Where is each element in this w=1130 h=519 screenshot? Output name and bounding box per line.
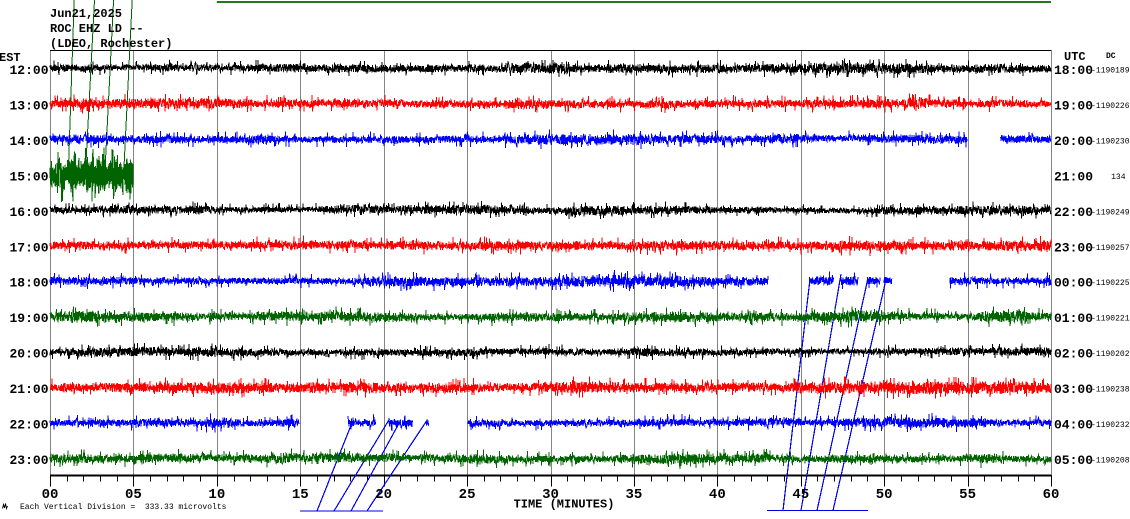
svg-text:23:00: 23:00 [1054, 240, 1093, 255]
svg-text:19:00: 19:00 [1054, 98, 1093, 113]
svg-text:03:00: 03:00 [1054, 382, 1093, 397]
svg-text:13:00: 13:00 [9, 98, 48, 113]
svg-text:-1190230: -1190230 [1091, 137, 1130, 146]
svg-text:12:00: 12:00 [9, 63, 48, 78]
svg-text:35: 35 [626, 487, 643, 503]
svg-text:25: 25 [459, 487, 476, 503]
svg-text:19:00: 19:00 [9, 311, 48, 326]
svg-text:-1190238: -1190238 [1091, 386, 1130, 395]
svg-text:Each Vertical Division = 333.: Each Vertical Division = 333.33 microvol… [20, 503, 227, 512]
svg-text:-1190232: -1190232 [1091, 421, 1130, 430]
svg-text:20:00: 20:00 [9, 347, 48, 362]
svg-text:(LDEO, Rochester): (LDEO, Rochester) [50, 37, 172, 51]
svg-text:22:00: 22:00 [1054, 205, 1093, 220]
svg-text:45: 45 [792, 487, 809, 503]
svg-text:EST: EST [0, 51, 21, 65]
svg-text:Jun21,2025: Jun21,2025 [50, 7, 122, 21]
svg-text:134: 134 [1111, 173, 1126, 182]
svg-text:22:00: 22:00 [9, 418, 48, 433]
svg-text:-1190208: -1190208 [1091, 456, 1130, 465]
svg-text:-1190249: -1190249 [1091, 208, 1130, 217]
svg-text:-1190226: -1190226 [1091, 102, 1130, 111]
svg-text:55: 55 [959, 487, 976, 503]
svg-text:04:00: 04:00 [1054, 418, 1093, 433]
svg-text:00: 00 [42, 487, 59, 503]
svg-text:18:00: 18:00 [9, 276, 48, 291]
svg-text:DC: DC [1106, 52, 1116, 61]
svg-text:05:00: 05:00 [1054, 453, 1093, 468]
svg-text:-1190202: -1190202 [1091, 350, 1130, 359]
svg-text:-1190257: -1190257 [1091, 244, 1130, 253]
svg-text:17:00: 17:00 [9, 240, 48, 255]
svg-text:16:00: 16:00 [9, 205, 48, 220]
svg-text:-1190221: -1190221 [1091, 315, 1130, 324]
svg-text:40: 40 [709, 487, 726, 503]
svg-text:15:00: 15:00 [9, 169, 48, 184]
svg-text:20: 20 [375, 487, 392, 503]
svg-text:-1190225: -1190225 [1091, 279, 1130, 288]
svg-text:TIME (MINUTES): TIME (MINUTES) [514, 498, 615, 512]
svg-text:01:00: 01:00 [1054, 311, 1093, 326]
svg-text:21:00: 21:00 [9, 382, 48, 397]
svg-text:00:00: 00:00 [1054, 276, 1093, 291]
svg-text:23:00: 23:00 [9, 453, 48, 468]
svg-text:10: 10 [208, 487, 225, 503]
svg-text:14:00: 14:00 [9, 134, 48, 149]
svg-text:15: 15 [292, 487, 309, 503]
svg-text:ROC EHZ LD --: ROC EHZ LD -- [50, 22, 144, 36]
svg-text:20:00: 20:00 [1054, 134, 1093, 149]
svg-text:60: 60 [1043, 487, 1060, 503]
svg-text:50: 50 [876, 487, 893, 503]
svg-text:30: 30 [542, 487, 559, 503]
svg-text:02:00: 02:00 [1054, 347, 1093, 362]
svg-text:UTC: UTC [1064, 50, 1086, 64]
svg-text:05: 05 [125, 487, 142, 503]
svg-text:-1190189: -1190189 [1091, 67, 1130, 76]
svg-text:18:00: 18:00 [1054, 63, 1093, 78]
svg-text:21:00: 21:00 [1054, 169, 1093, 184]
